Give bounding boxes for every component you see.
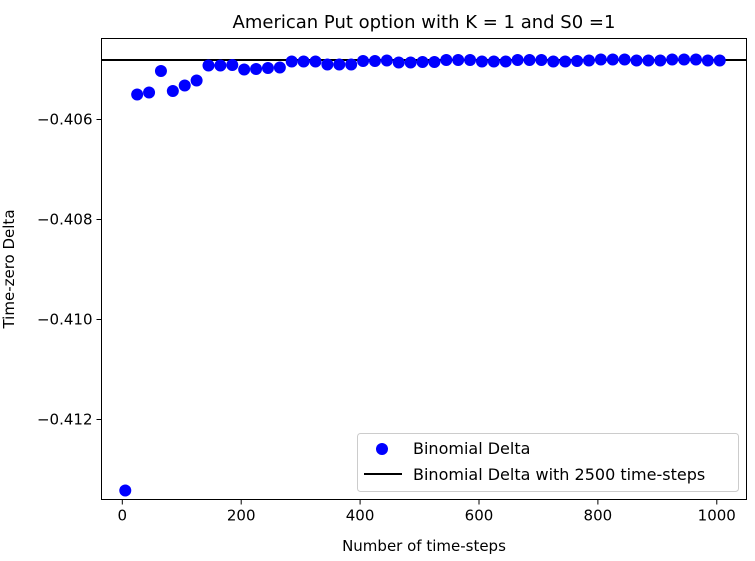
- data-point: [309, 55, 322, 68]
- legend: Binomial Delta Binomial Delta with 2500 …: [357, 433, 739, 492]
- data-point: [273, 61, 286, 74]
- data-point: [511, 54, 524, 66]
- data-point: [131, 88, 144, 101]
- x-tick-label: 200: [227, 507, 256, 525]
- data-point: [618, 53, 631, 66]
- data-point: [178, 79, 191, 92]
- data-point: [547, 55, 560, 68]
- data-point: [119, 484, 132, 497]
- data-point: [642, 54, 655, 67]
- legend-label-binomial-2500: Binomial Delta with 2500 time-steps: [413, 465, 705, 484]
- data-point: [166, 85, 179, 97]
- data-point: [143, 86, 156, 99]
- legend-label-binomial-delta: Binomial Delta: [413, 439, 530, 458]
- data-point: [321, 58, 334, 71]
- data-point: [487, 55, 500, 68]
- data-point: [416, 56, 429, 68]
- data-point: [571, 55, 584, 67]
- data-point: [499, 55, 512, 68]
- legend-box: [357, 433, 739, 492]
- y-tick-label: −0.406: [37, 111, 93, 129]
- plot-area: [101, 38, 747, 500]
- data-point: [582, 54, 595, 67]
- data-point: [701, 54, 714, 67]
- data-point: [440, 54, 453, 66]
- axes-frame: [101, 38, 747, 500]
- data-point: [452, 54, 465, 66]
- data-point: [428, 56, 441, 68]
- y-axis-label: Time-zero Delta: [0, 209, 18, 329]
- data-point: [238, 63, 251, 76]
- data-point: [214, 59, 227, 72]
- y-axis: −0.406 −0.408 −0.410 −0.412: [37, 111, 102, 429]
- data-point: [250, 63, 263, 75]
- data-layer: [101, 53, 747, 497]
- data-point: [297, 55, 310, 68]
- data-point: [345, 58, 358, 71]
- data-point: [630, 54, 643, 67]
- data-point: [357, 55, 370, 67]
- data-point: [392, 56, 405, 69]
- y-tick-label: −0.412: [37, 411, 93, 429]
- data-point: [154, 65, 167, 77]
- data-point: [380, 54, 393, 67]
- data-point: [678, 53, 691, 66]
- legend-marker-binomial-delta: [376, 443, 388, 455]
- data-point: [190, 74, 203, 87]
- y-tick-label: −0.410: [37, 311, 93, 329]
- y-tick-label: −0.408: [37, 211, 93, 229]
- data-point: [404, 56, 417, 69]
- data-point: [226, 59, 239, 71]
- data-point: [713, 54, 726, 67]
- data-point: [523, 54, 536, 66]
- data-point: [654, 54, 667, 67]
- x-tick-label: 0: [118, 507, 128, 525]
- data-point: [202, 59, 215, 72]
- data-point: [666, 53, 679, 66]
- data-point: [464, 54, 477, 66]
- data-point: [535, 54, 548, 66]
- data-point: [594, 53, 607, 66]
- data-point: [559, 55, 572, 68]
- x-tick-label: 600: [465, 507, 494, 525]
- x-tick-label: 800: [584, 507, 613, 525]
- x-tick-label: 400: [346, 507, 375, 525]
- data-point: [368, 55, 381, 67]
- data-point: [261, 62, 274, 74]
- x-tick-label: 1000: [698, 507, 736, 525]
- x-axis: 0 200 400 600 800 1000: [118, 499, 736, 525]
- data-point: [606, 53, 619, 66]
- data-point: [333, 58, 346, 71]
- data-point: [285, 55, 298, 68]
- data-point: [689, 53, 702, 66]
- chart-title: American Put option with K = 1 and S0 =1: [233, 12, 616, 33]
- data-point: [475, 55, 488, 68]
- x-axis-label: Number of time-steps: [342, 537, 506, 555]
